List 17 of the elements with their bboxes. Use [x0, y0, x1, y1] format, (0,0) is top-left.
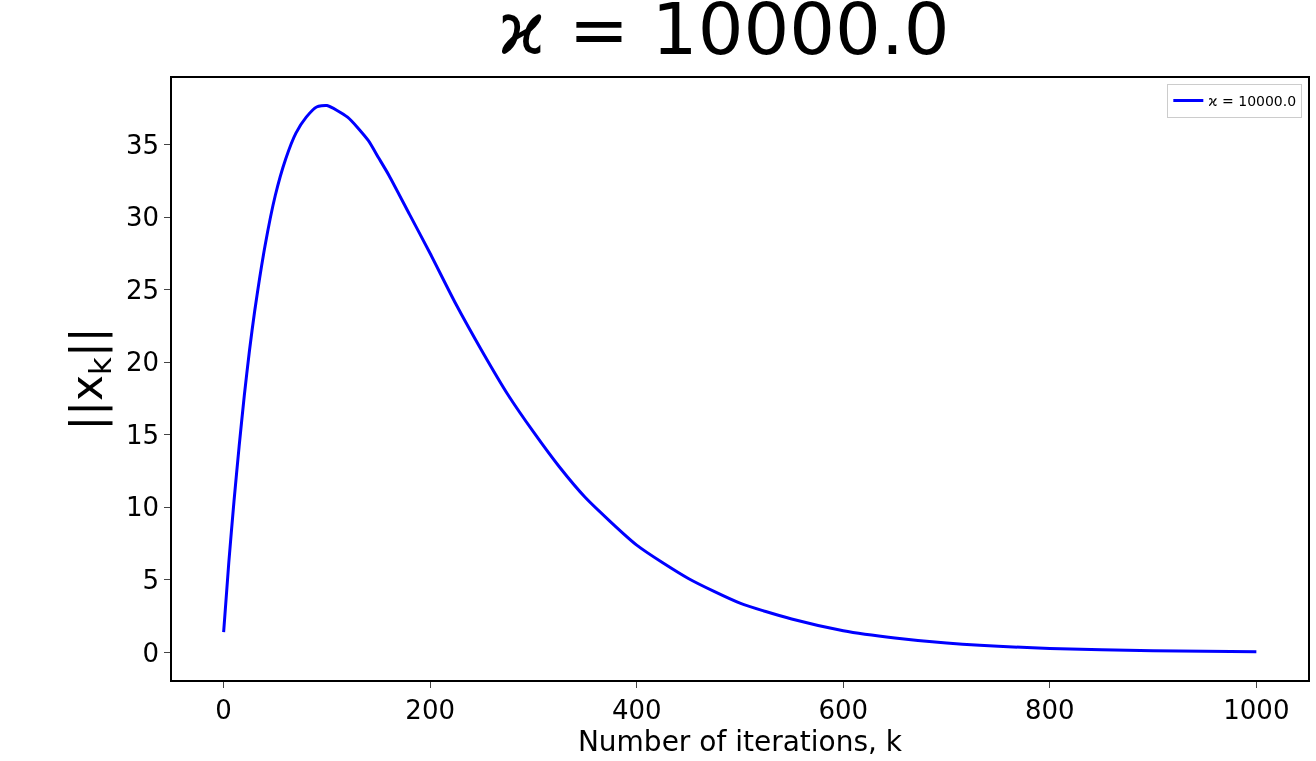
x-tick-label: 800 — [1025, 694, 1075, 725]
y-tick-label: 10 — [125, 492, 160, 523]
y-tick-label: 35 — [125, 129, 160, 160]
x-tick-label: 400 — [611, 694, 662, 725]
y-tick-label: 20 — [125, 347, 160, 378]
y-tick-label: 25 — [125, 274, 160, 305]
x-tick-label: 1000 — [1223, 694, 1290, 725]
y-tick-label: 30 — [125, 202, 160, 233]
legend-label: ϰ = 10000.0 — [1208, 93, 1297, 110]
y-tick-label: 15 — [125, 419, 160, 450]
x-tick-label: 0 — [215, 694, 232, 725]
chart-title: ϰ = 10000.0 — [497, 0, 950, 72]
x-tick-label: 600 — [818, 694, 869, 725]
x-axis-title: Number of iterations, k — [577, 724, 903, 758]
y-tick-label: 5 — [142, 565, 160, 596]
x-tick-label: 200 — [405, 694, 455, 725]
y-tick-label: 0 — [142, 637, 160, 668]
